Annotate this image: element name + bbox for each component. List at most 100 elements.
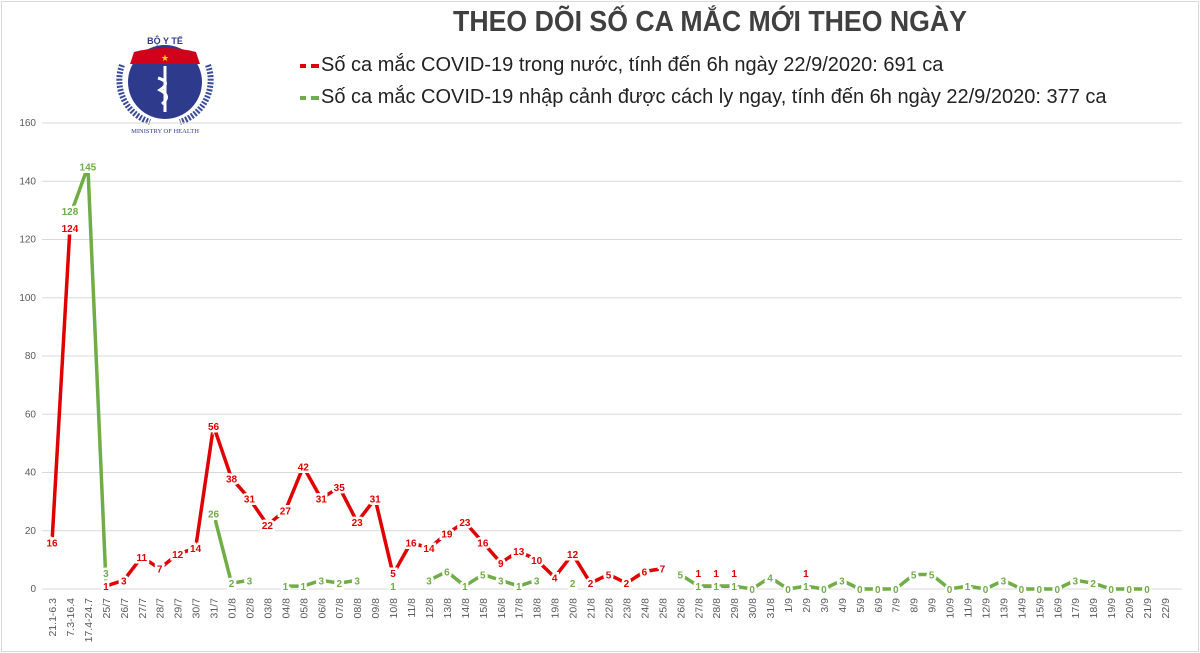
- x-tick-label: 15/8: [478, 598, 490, 619]
- series-line-segment: [193, 425, 216, 549]
- series-line-segment: [984, 578, 1005, 591]
- y-tick-label: 20: [25, 526, 37, 537]
- x-tick-label: 08/8: [352, 598, 364, 619]
- data-label: 5: [678, 570, 684, 581]
- x-tick-label: 13/8: [442, 598, 454, 619]
- data-label: 56: [208, 422, 220, 433]
- data-label: 1: [803, 569, 809, 580]
- series-line-segment: [518, 578, 538, 588]
- legend-swatch-green: [311, 95, 319, 100]
- x-tick-label: 29/7: [173, 598, 185, 619]
- data-label: 3: [103, 569, 109, 580]
- series-line-segment: [930, 573, 951, 591]
- data-label: 23: [352, 518, 364, 529]
- data-label: 13: [513, 547, 525, 558]
- data-label: 1: [462, 582, 468, 593]
- x-tick-label: 2/9: [801, 598, 813, 613]
- x-tick-label: 19/9: [1106, 598, 1118, 619]
- y-tick-label: 80: [25, 351, 37, 362]
- series-line-segment: [517, 549, 538, 562]
- data-label: 1: [713, 582, 719, 593]
- legend-label: Số ca mắc COVID-19 trong nước, tính đến …: [321, 54, 944, 76]
- data-label: 26: [208, 509, 220, 520]
- data-label: 2: [1090, 579, 1096, 590]
- series-line-segment: [248, 497, 269, 526]
- data-label: 3: [426, 576, 432, 587]
- data-label: 4: [767, 573, 773, 584]
- x-tick-label: 21/8: [586, 598, 598, 619]
- series-line-segment: [1002, 578, 1023, 591]
- data-label: 1: [695, 582, 701, 593]
- x-tick-label: 09/8: [370, 598, 382, 619]
- series-line-segment: [679, 572, 700, 588]
- x-tick-label: 25/7: [101, 598, 113, 619]
- x-tick-label: 27/7: [137, 598, 149, 619]
- data-label: 0: [983, 585, 989, 596]
- series-line-segment: [841, 578, 861, 591]
- x-tick-label: 03/8: [262, 598, 274, 619]
- data-label: 1: [103, 582, 109, 593]
- x-tick-label: 11/9: [963, 598, 975, 618]
- x-tick-label: 4/9: [837, 598, 849, 613]
- x-tick-label: 22/9: [1160, 598, 1172, 619]
- x-tick-label: 8/9: [909, 598, 921, 613]
- legend-item-domestic: Số ca mắc COVID-19 trong nước, tính đến …: [300, 54, 943, 77]
- x-tick-label: 04/8: [280, 598, 292, 619]
- data-label: 4: [552, 573, 558, 584]
- data-label: 31: [316, 495, 328, 506]
- x-tick-label: 18/8: [532, 598, 544, 619]
- series-line-segment: [231, 578, 250, 585]
- y-tick-label: 0: [30, 584, 36, 595]
- series-line-segment: [391, 541, 413, 576]
- data-label: 6: [444, 568, 450, 579]
- series-line-segment: [337, 486, 359, 523]
- x-tick-label: 16/8: [496, 598, 508, 619]
- x-tick-label: 05/8: [298, 598, 310, 619]
- x-tick-label: 20/9: [1124, 598, 1136, 619]
- x-tick-label: 27/8: [693, 598, 705, 619]
- series-line-segment: [823, 578, 843, 591]
- legend-swatch-green: [300, 95, 306, 100]
- data-label: 1: [283, 582, 289, 593]
- data-label: 38: [226, 474, 238, 485]
- data-label: 5: [480, 570, 486, 581]
- svg-text:★: ★: [161, 53, 169, 63]
- data-label: 0: [893, 585, 899, 596]
- data-label: 5: [606, 570, 612, 581]
- data-label: 1: [713, 569, 719, 580]
- series-line-segment: [589, 572, 610, 585]
- y-tick-label: 140: [19, 176, 36, 187]
- x-tick-label: 01/8: [227, 598, 239, 619]
- data-label: 6: [642, 568, 648, 579]
- x-tick-label: 14/9: [1016, 598, 1028, 619]
- series-line-segment: [410, 540, 430, 550]
- logo-top-text: BỘ Y TẾ: [147, 35, 183, 46]
- y-tick-label: 60: [25, 409, 37, 420]
- x-tick-label: 29/8: [729, 598, 741, 619]
- series-line-segment: [105, 578, 125, 588]
- x-tick-label: 25/8: [657, 598, 669, 619]
- series-line-segment: [68, 166, 90, 217]
- y-tick-label: 120: [19, 235, 36, 246]
- x-tick-label: 23/8: [621, 598, 633, 619]
- data-label: 12: [172, 550, 184, 561]
- series-line-segment: [355, 497, 377, 524]
- x-tick-label: 30/7: [191, 598, 203, 619]
- series-line-segment: [644, 566, 663, 574]
- data-label: 31: [244, 495, 256, 506]
- x-tick-label: 31/8: [765, 598, 777, 619]
- x-tick-label: 3/9: [819, 598, 831, 613]
- series-line-segment: [535, 558, 556, 579]
- series-line-segment: [266, 509, 287, 527]
- x-tick-label: 1/9: [783, 598, 795, 613]
- series-line-segment: [553, 552, 574, 579]
- data-label: 31: [370, 495, 382, 506]
- series-line-segment: [607, 572, 628, 585]
- series-line-segment: [338, 578, 358, 585]
- legend-label: Số ca mắc COVID-19 nhập cảnh được cách l…: [321, 86, 1107, 108]
- legend-swatch-red: [300, 63, 306, 68]
- data-label: 3: [121, 576, 127, 587]
- series-line-segment: [1092, 581, 1112, 591]
- x-tick-label: 24/8: [639, 598, 651, 619]
